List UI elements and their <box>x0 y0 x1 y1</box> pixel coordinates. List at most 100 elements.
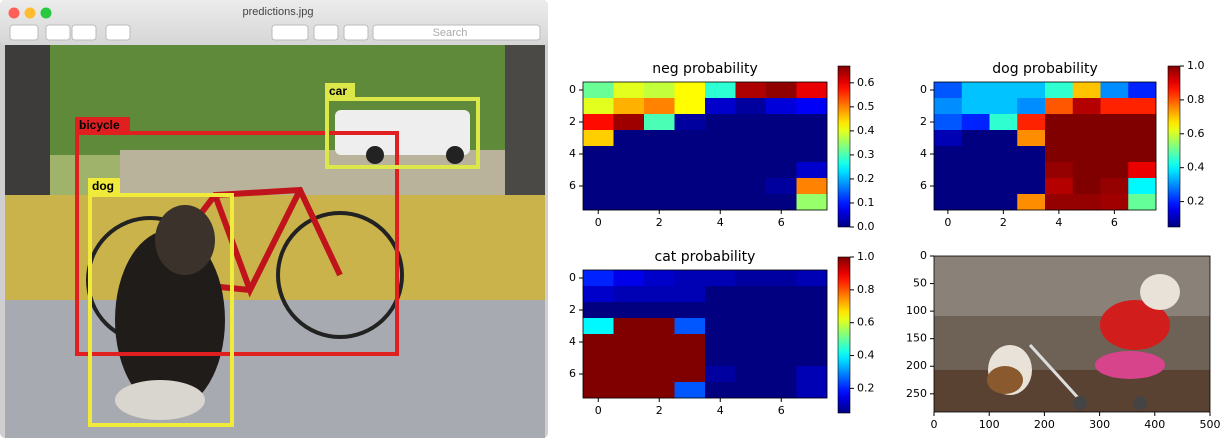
heatmap-cell <box>644 82 675 99</box>
heatmap-cell <box>583 98 614 115</box>
colorbar-tick-label: 0.6 <box>857 316 875 329</box>
heatmap-cell <box>644 98 675 115</box>
axes-frame <box>582 81 828 211</box>
heatmap-cell <box>735 350 767 367</box>
heatmap-cell <box>705 162 736 179</box>
colorbar-tick-label: 0.4 <box>1187 161 1205 174</box>
heatmap-cell <box>961 82 990 99</box>
heatmap-cell <box>1017 194 1046 211</box>
sample-image <box>934 256 1210 412</box>
heatmap-cell <box>934 114 963 131</box>
heatmap-cell <box>613 82 645 99</box>
heatmap-cell <box>735 146 767 163</box>
heatmap-cell <box>1017 162 1046 179</box>
heatmap-cell <box>766 270 797 287</box>
heatmap-cell <box>766 162 797 179</box>
colorbar <box>837 65 851 228</box>
markup-button[interactable] <box>271 24 309 41</box>
search-field[interactable] <box>372 24 541 41</box>
y-tick-label: 6 <box>569 179 576 192</box>
rotate-button[interactable] <box>313 24 339 41</box>
heatmap-cell <box>705 334 736 351</box>
heatmap-cell <box>613 146 645 163</box>
heatmap-cell <box>934 82 963 99</box>
heatmap-cell <box>1128 130 1157 147</box>
zoom-button[interactable] <box>40 7 52 19</box>
heatmap-cell <box>1017 114 1046 131</box>
heatmap-cell <box>735 318 767 335</box>
heatmap-cell <box>796 178 828 195</box>
heatmap-cell <box>934 98 963 115</box>
heatmap-cell <box>961 178 990 195</box>
sidebar-button[interactable] <box>9 24 39 41</box>
heatmap-cell <box>735 302 767 319</box>
heatmap-cell <box>1128 114 1157 131</box>
heatmap-cell <box>1045 98 1074 115</box>
detection-box <box>75 131 399 356</box>
heatmap-cell <box>583 130 614 147</box>
heatmap-cell <box>1128 162 1157 179</box>
x-tick-label: 400 <box>1144 418 1165 431</box>
heatmap-cell <box>989 194 1018 211</box>
heatmap-cell <box>583 382 614 399</box>
heatmap-cell <box>1072 178 1101 195</box>
label-background <box>75 117 130 134</box>
x-tick-label: 2 <box>656 404 663 417</box>
heatmap-cell <box>961 146 990 163</box>
heatmap-cell <box>644 366 675 383</box>
heatmap-cell <box>583 82 614 99</box>
heatmap-cell <box>644 178 675 195</box>
window-title: predictions.jpg <box>243 6 314 18</box>
heatmap-cell <box>766 98 797 115</box>
colorbar-tick-label: 1.0 <box>857 250 875 263</box>
colorbar-tick-label: 0.3 <box>857 148 875 161</box>
zoom-out-button[interactable] <box>45 24 71 41</box>
heatmap-cell <box>1045 194 1074 211</box>
x-tick-label: 500 <box>1200 418 1221 431</box>
detection-box <box>325 97 480 169</box>
colorbar-tick-label: 0.1 <box>857 196 875 209</box>
share-button[interactable] <box>105 24 131 41</box>
heatmap-cell <box>1072 114 1101 131</box>
heatmap-cell <box>735 162 767 179</box>
chart-title: cat probability <box>655 249 756 265</box>
heatmap-cell <box>613 318 645 335</box>
colorbar-tick-label: 0.4 <box>857 349 875 362</box>
toolbox-button[interactable] <box>343 24 369 41</box>
heatmap-cell <box>674 382 706 399</box>
detection-box <box>88 193 234 427</box>
heatmap-cell <box>766 178 797 195</box>
heatmap-cell <box>583 286 614 303</box>
heatmap-cell <box>613 98 645 115</box>
heatmap-cell <box>796 98 828 115</box>
heatmap-cell <box>961 162 990 179</box>
heatmap-cell <box>674 286 706 303</box>
heatmap-cell <box>1072 98 1101 115</box>
zoom-in-button[interactable] <box>71 24 97 41</box>
close-button[interactable] <box>8 7 20 19</box>
heatmap-cell <box>796 270 828 287</box>
heatmap-cell <box>613 286 645 303</box>
heatmap-cell <box>735 382 767 399</box>
colorbar-tick-label: 0.5 <box>857 100 875 113</box>
heatmap-cell <box>735 130 767 147</box>
colorbar <box>1167 65 1181 228</box>
heatmap-cell <box>583 366 614 383</box>
y-tick-label: 150 <box>906 332 927 345</box>
label-background <box>325 83 355 100</box>
heatmap-cell <box>583 350 614 367</box>
y-tick-label: 4 <box>920 147 927 160</box>
x-tick-label: 4 <box>1055 216 1062 229</box>
y-tick-label: 250 <box>906 387 927 400</box>
detection-label: car <box>329 84 347 98</box>
heatmap-cell <box>644 114 675 131</box>
heatmap-cell <box>1045 82 1074 99</box>
x-tick-label: 100 <box>979 418 1000 431</box>
heatmap-cell <box>674 146 706 163</box>
heatmap-cell <box>613 162 645 179</box>
heatmap-cell <box>644 162 675 179</box>
heatmap-cell <box>989 146 1018 163</box>
minimize-button[interactable] <box>24 7 36 19</box>
heatmap-cell <box>644 130 675 147</box>
heatmap-cell <box>613 334 645 351</box>
